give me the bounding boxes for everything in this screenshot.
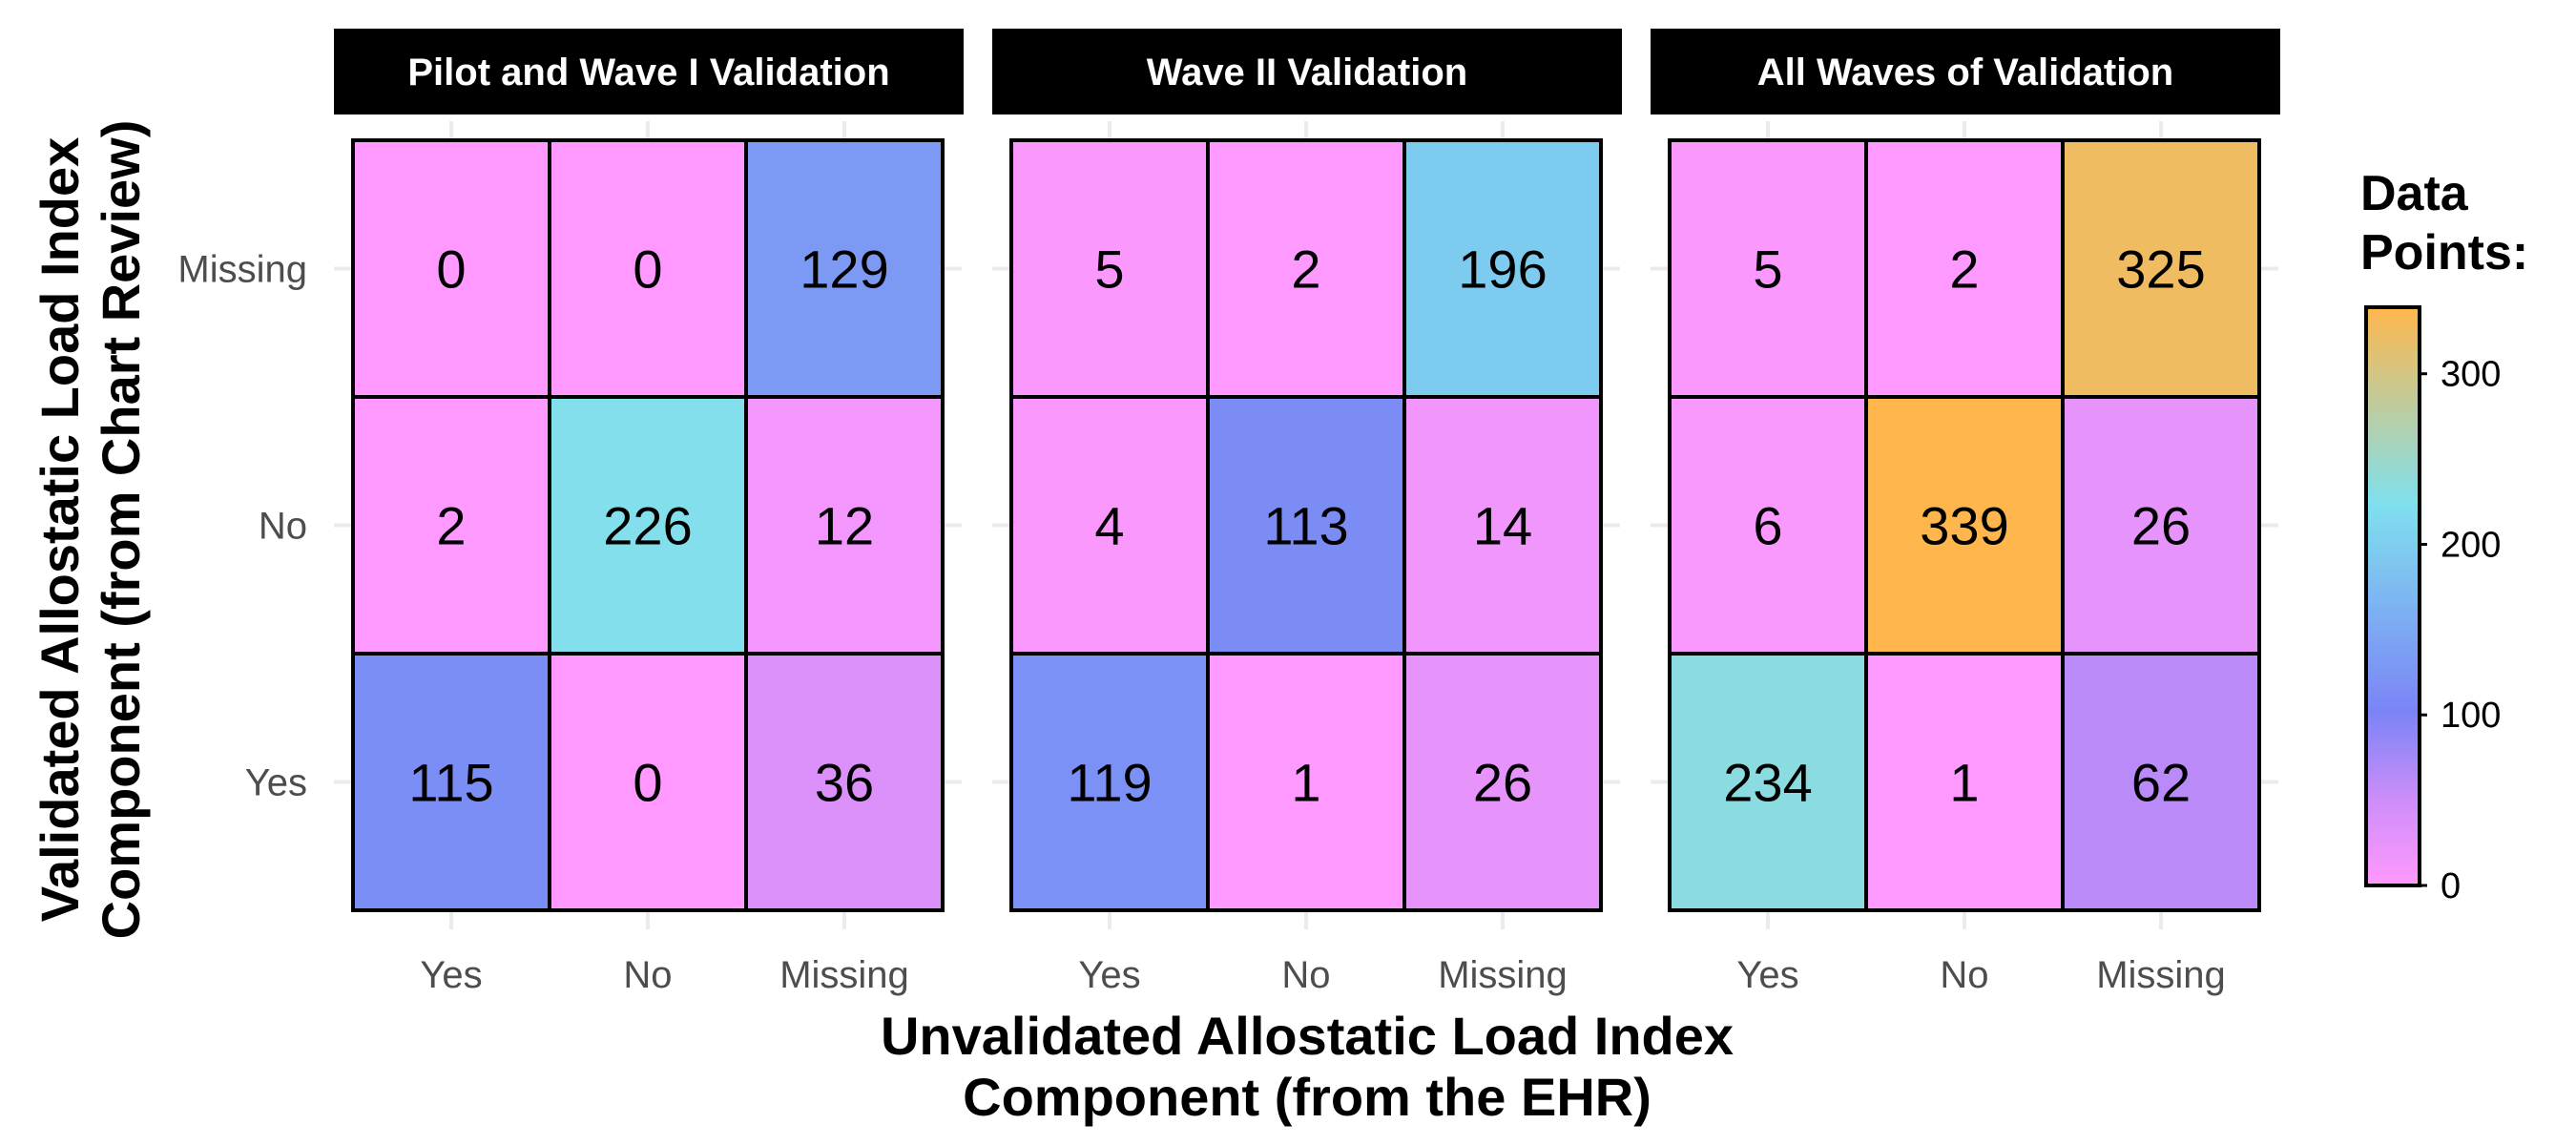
heatmap-cell bbox=[1864, 138, 2065, 399]
panel-title: Pilot and Wave I Validation bbox=[407, 52, 889, 94]
legend-title: Data bbox=[2360, 166, 2469, 221]
cell-value-label: 1 bbox=[1291, 753, 1320, 813]
heatmap-cell bbox=[1668, 652, 1868, 912]
x-tick-label: No bbox=[1281, 954, 1330, 996]
heatmap-cell bbox=[2061, 138, 2261, 399]
cell-value-label: 12 bbox=[815, 496, 874, 556]
heatmap-cell bbox=[1206, 652, 1406, 912]
cell-value-label: 4 bbox=[1094, 496, 1124, 556]
heatmap-cell bbox=[744, 652, 945, 912]
cell-value-label: 62 bbox=[2131, 753, 2191, 813]
cell-value-label: 2 bbox=[436, 496, 466, 556]
cell-value-label: 5 bbox=[1753, 239, 1782, 300]
cell-value-label: 0 bbox=[633, 239, 662, 300]
x-tick-label: Missing bbox=[2096, 954, 2226, 996]
cell-value-label: 1 bbox=[1949, 753, 1979, 813]
cell-value-label: 115 bbox=[408, 753, 493, 813]
cell-value-label: 196 bbox=[1458, 239, 1547, 300]
cell-value-label: 325 bbox=[2116, 239, 2205, 300]
heatmap-cell bbox=[1009, 395, 1210, 656]
cell-value-label: 5 bbox=[1094, 239, 1124, 300]
panel-strip bbox=[992, 29, 1622, 114]
cell-value-label: 0 bbox=[633, 753, 662, 813]
legend-tick-label: 200 bbox=[2441, 525, 2501, 565]
x-tick-label: No bbox=[1940, 954, 1988, 996]
y-axis-title: Validated Allostatic Load Index bbox=[30, 137, 90, 923]
cell-value-label: 234 bbox=[1723, 753, 1812, 813]
cell-value-label: 0 bbox=[436, 239, 466, 300]
cell-value-label: 26 bbox=[2131, 496, 2191, 556]
y-tick-label: Yes bbox=[245, 762, 307, 804]
heatmap-cell bbox=[1009, 138, 1210, 399]
heatmap-cell bbox=[548, 652, 748, 912]
y-axis-title: Component (from Chart Review) bbox=[91, 120, 151, 940]
x-tick-label: Yes bbox=[1078, 954, 1140, 996]
y-tick-label: Missing bbox=[177, 249, 307, 291]
cell-value-label: 36 bbox=[815, 753, 874, 813]
y-tick-label: No bbox=[259, 506, 307, 548]
heatmap-cell bbox=[1402, 652, 1603, 912]
cell-value-label: 6 bbox=[1753, 496, 1782, 556]
x-axis-title: Component (from the EHR) bbox=[963, 1067, 1652, 1127]
panel-title: All Waves of Validation bbox=[1757, 52, 2173, 94]
legend-tick-label: 300 bbox=[2441, 355, 2501, 395]
cell-value-label: 2 bbox=[1291, 239, 1320, 300]
panel-title: Wave II Validation bbox=[1147, 52, 1467, 94]
heatmap-cell bbox=[2061, 395, 2261, 656]
legend-title: Points: bbox=[2360, 225, 2528, 281]
x-tick-label: Missing bbox=[779, 954, 909, 996]
cell-value-label: 119 bbox=[1067, 753, 1152, 813]
x-tick-label: No bbox=[623, 954, 672, 996]
cell-value-label: 26 bbox=[1473, 753, 1532, 813]
heatmap-cell bbox=[1402, 138, 1603, 399]
x-axis-title: Unvalidated Allostatic Load Index bbox=[881, 1006, 1734, 1066]
heatmap-cell bbox=[1206, 395, 1406, 656]
legend-tick-label: 100 bbox=[2441, 696, 2501, 736]
panel-strip bbox=[334, 29, 964, 114]
cell-value-label: 2 bbox=[1949, 239, 1979, 300]
heatmap-cell bbox=[744, 395, 945, 656]
legend-colorbar bbox=[2364, 305, 2421, 887]
heatmap-cell bbox=[1402, 395, 1603, 656]
cell-value-label: 14 bbox=[1473, 496, 1532, 556]
x-tick-label: Missing bbox=[1438, 954, 1568, 996]
x-tick-label: Yes bbox=[1736, 954, 1798, 996]
heatmap-cell bbox=[1864, 395, 2065, 656]
cell-value-label: 113 bbox=[1263, 496, 1348, 556]
heatmap-cell bbox=[1668, 395, 1868, 656]
cell-value-label: 226 bbox=[603, 496, 692, 556]
heatmap-cell bbox=[1668, 138, 1868, 399]
heatmap-cell bbox=[1009, 652, 1210, 912]
heatmap-cell bbox=[2061, 652, 2261, 912]
heatmap-cell bbox=[351, 652, 551, 912]
legend-tick-label: 0 bbox=[2441, 866, 2461, 906]
panel-strip bbox=[1651, 29, 2280, 114]
cell-value-label: 129 bbox=[800, 239, 888, 300]
cell-value-label: 339 bbox=[1920, 496, 2008, 556]
heatmap-cell bbox=[1864, 652, 2065, 912]
x-tick-label: Yes bbox=[420, 954, 482, 996]
